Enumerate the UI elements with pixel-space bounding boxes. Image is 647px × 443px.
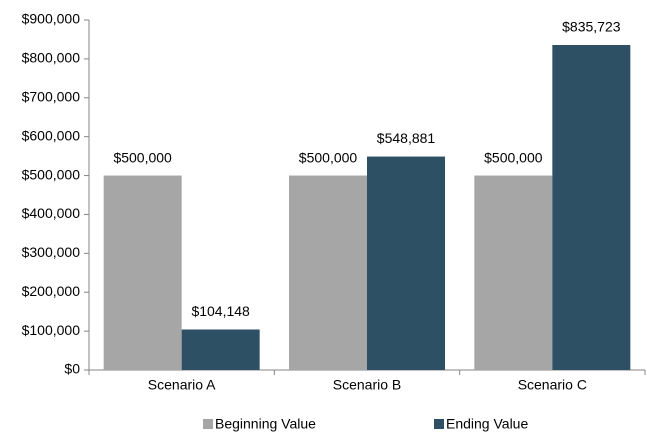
x-tick-label: Scenario A bbox=[148, 377, 216, 393]
legend-label: Beginning Value bbox=[215, 416, 316, 432]
y-tick-label: $300,000 bbox=[22, 244, 81, 260]
bar bbox=[103, 175, 182, 370]
data-label: $500,000 bbox=[113, 149, 172, 165]
legend-swatch bbox=[203, 419, 213, 429]
y-tick-label: $700,000 bbox=[22, 88, 81, 104]
data-label: $835,723 bbox=[562, 19, 621, 35]
legend-swatch bbox=[434, 419, 444, 429]
x-tick-label: Scenario C bbox=[518, 377, 587, 393]
legend-label: Ending Value bbox=[446, 416, 528, 432]
x-tick-label: Scenario B bbox=[333, 377, 401, 393]
y-tick-label: $900,000 bbox=[22, 11, 81, 27]
data-label: $500,000 bbox=[484, 149, 543, 165]
y-tick-label: $500,000 bbox=[22, 166, 81, 182]
y-tick-label: $0 bbox=[64, 361, 80, 377]
y-tick-label: $200,000 bbox=[22, 283, 81, 299]
bar bbox=[474, 175, 553, 370]
data-label: $500,000 bbox=[299, 149, 358, 165]
bar bbox=[289, 175, 367, 370]
data-label: $104,148 bbox=[191, 303, 250, 319]
y-tick-label: $400,000 bbox=[22, 205, 81, 221]
y-tick-label: $800,000 bbox=[22, 50, 81, 66]
data-label: $548,881 bbox=[377, 130, 436, 146]
bar bbox=[181, 329, 260, 370]
bar bbox=[552, 44, 631, 370]
y-tick-label: $600,000 bbox=[22, 127, 81, 143]
y-tick-label: $100,000 bbox=[22, 322, 81, 338]
bar bbox=[367, 156, 445, 370]
